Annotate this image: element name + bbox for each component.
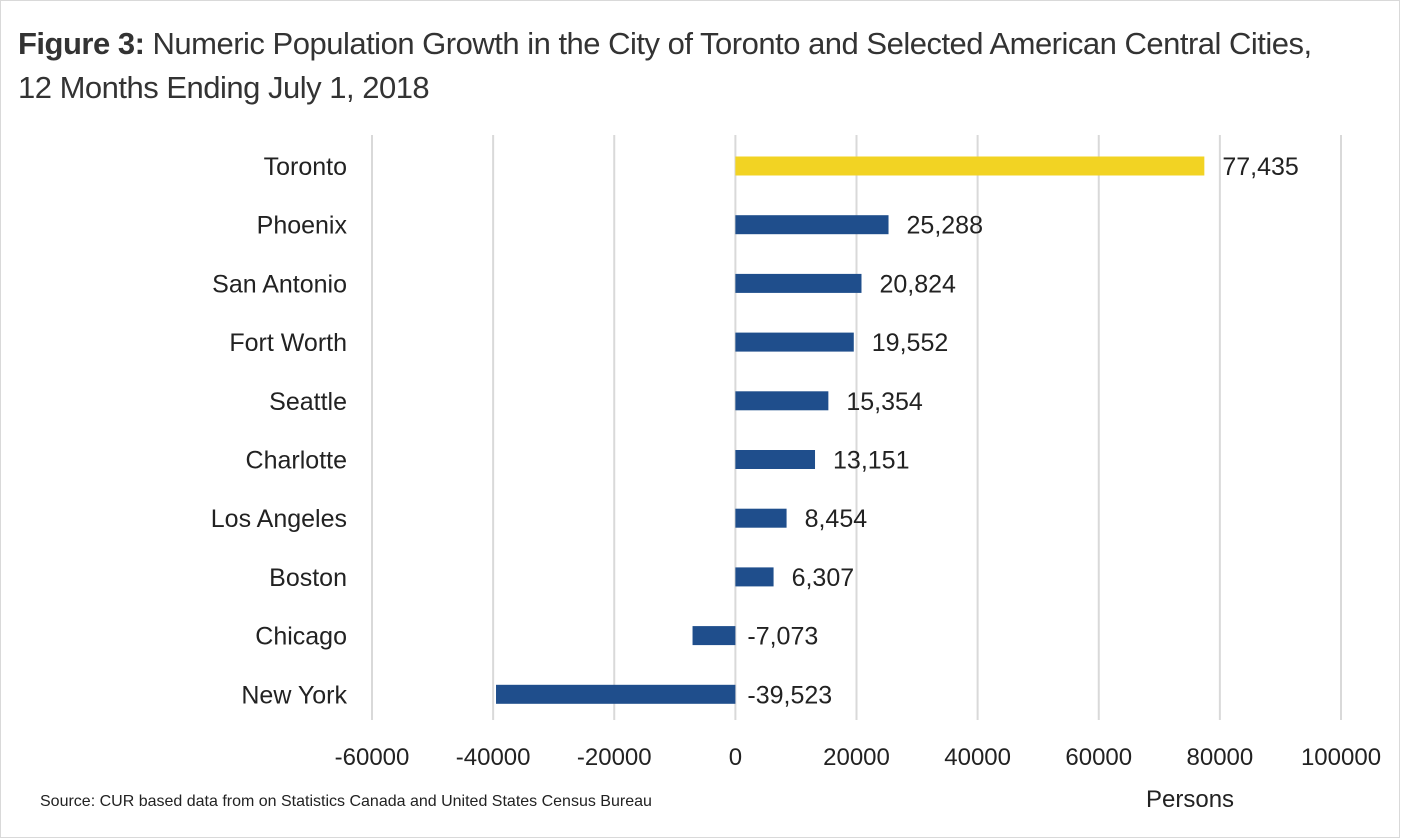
bar xyxy=(735,450,816,469)
category-label: San Antonio xyxy=(212,270,347,298)
category-label: Los Angeles xyxy=(211,505,347,533)
data-label: 8,454 xyxy=(805,505,868,533)
x-tick-label: 80000 xyxy=(1187,744,1254,771)
data-label: 13,151 xyxy=(833,447,909,475)
category-label: Charlotte xyxy=(246,447,347,475)
data-label: -7,073 xyxy=(747,623,818,651)
bar xyxy=(735,156,1205,176)
category-label: Boston xyxy=(269,564,347,592)
data-label: -39,523 xyxy=(747,681,832,709)
category-label: New York xyxy=(241,681,347,709)
bar xyxy=(735,332,854,352)
x-tick-label: -40000 xyxy=(456,744,531,771)
bar xyxy=(496,684,736,704)
data-label: 77,435 xyxy=(1222,153,1298,181)
data-label: 20,824 xyxy=(879,270,956,298)
x-tick-label: 40000 xyxy=(944,744,1011,771)
chart-title: Figure 3: Numeric Population Growth in t… xyxy=(18,22,1318,110)
bar xyxy=(735,391,829,411)
category-label: Chicago xyxy=(255,623,347,651)
figure-label: Figure 3: xyxy=(18,26,145,61)
x-tick-label: 60000 xyxy=(1065,744,1132,771)
source-note: Source: CUR based data from on Statistic… xyxy=(40,793,652,810)
category-label: Phoenix xyxy=(257,212,348,240)
bar xyxy=(735,273,862,293)
x-tick-label: -60000 xyxy=(335,744,410,771)
x-tick-label: 0 xyxy=(729,744,742,771)
bar xyxy=(735,567,774,587)
x-tick-label: -20000 xyxy=(577,744,652,771)
data-label: 19,552 xyxy=(872,329,948,357)
bar xyxy=(735,508,787,528)
bar xyxy=(735,215,889,235)
data-label: 15,354 xyxy=(846,388,923,416)
category-label: Toronto xyxy=(264,153,347,181)
data-label: 6,307 xyxy=(792,564,855,592)
bar xyxy=(692,626,736,646)
category-label: Seattle xyxy=(269,388,347,416)
figure-title: Numeric Population Growth in the City of… xyxy=(18,26,1312,105)
x-axis-label: Persons xyxy=(1146,786,1235,813)
x-tick-label: 20000 xyxy=(823,744,890,771)
data-label: 25,288 xyxy=(907,212,983,240)
category-label: Fort Worth xyxy=(229,329,347,357)
x-tick-label: 100000 xyxy=(1301,744,1381,771)
